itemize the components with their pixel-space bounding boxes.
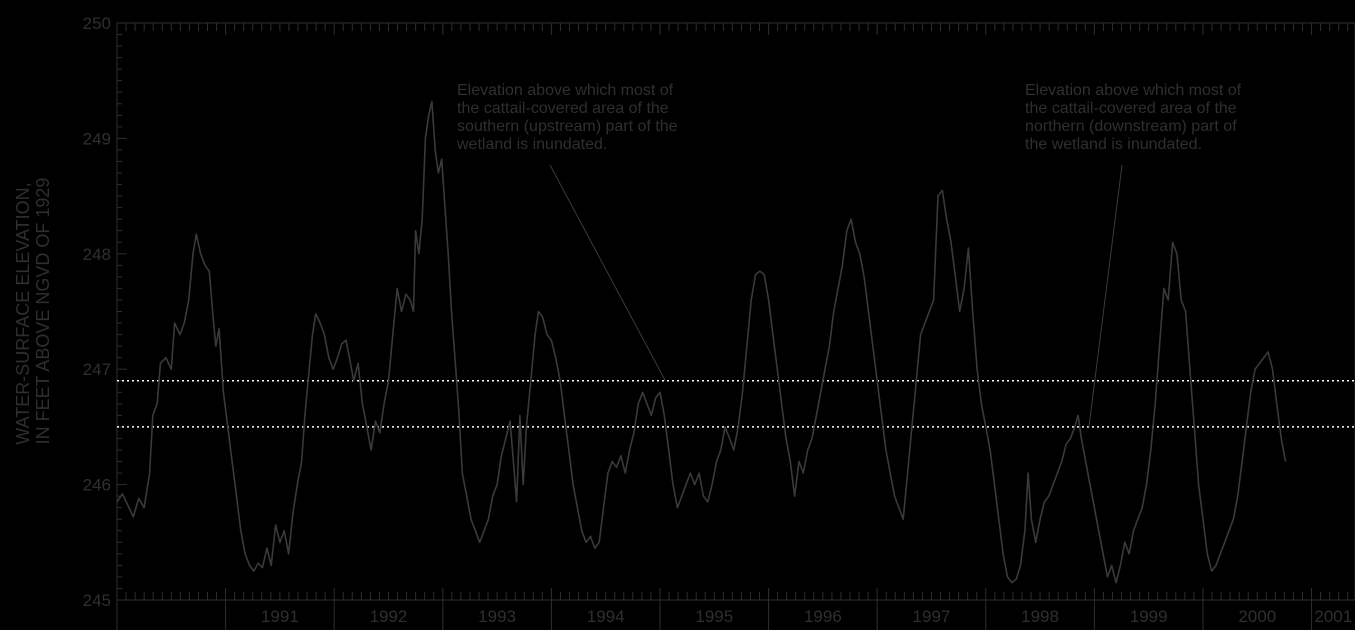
- x-tick-label: 1996: [804, 607, 842, 626]
- x-tick-label: 2000: [1238, 607, 1276, 626]
- y-axis-label-line-1: WATER-SURFACE ELEVATION,: [13, 182, 33, 444]
- annotation-southern-text: Elevation above which most of the cattai…: [456, 82, 682, 153]
- y-tick-label: 249: [83, 129, 111, 148]
- annotation-northern: Elevation above which most of the cattai…: [1025, 82, 1246, 427]
- x-tick-labels: 1991 1992 1993 1994 1995 1996 1997 1998 1999 2000…: [261, 607, 1352, 626]
- y-axis-label-line-2: IN FEET ABOVE NGVD OF 1929: [33, 178, 53, 445]
- x-tick-label: 2001: [1314, 607, 1352, 626]
- annotation-northern-text: Elevation above which most of the cattai…: [1025, 82, 1246, 153]
- y-tick-label: 248: [83, 245, 111, 264]
- y-axis-label: WATER-SURFACE ELEVATION, IN FEET ABOVE N…: [13, 177, 53, 444]
- y-tick-label: 247: [83, 360, 111, 379]
- annotation-northern-line-2: the cattail-covered area of the: [1025, 100, 1237, 117]
- annotation-southern-line-3: southern (upstream) part of the: [457, 118, 678, 135]
- water-level-line: [116, 100, 1287, 584]
- x-tick-label: 1999: [1130, 607, 1168, 626]
- x-tick-label: 1997: [913, 607, 951, 626]
- x-tick-label: 1994: [587, 607, 625, 626]
- y-tick-label: 250: [83, 14, 111, 33]
- annotation-northern-line-3: northern (downstream) part of: [1025, 118, 1237, 135]
- x-tick-label: 1998: [1021, 607, 1059, 626]
- x-tick-label: 1991: [261, 607, 299, 626]
- y-tick-label: 245: [83, 591, 111, 610]
- series-layer: [116, 100, 1287, 584]
- y-tick-label: 246: [83, 476, 111, 495]
- annotation-northern-leader: [1088, 164, 1123, 427]
- annotation-southern: Elevation above which most of the cattai…: [456, 82, 682, 381]
- annotation-northern-line-1: Elevation above which most of: [1025, 82, 1242, 99]
- axis-ticks: [116, 22, 1349, 630]
- annotation-southern-line-2: the cattail-covered area of the: [457, 100, 669, 117]
- x-tick-label: 1995: [695, 607, 733, 626]
- reference-lines: [117, 379, 1355, 428]
- x-tick-label: 1993: [478, 607, 516, 626]
- annotation-northern-line-4: the wetland is inundated.: [1025, 136, 1202, 153]
- annotation-southern-line-1: Elevation above which most of: [457, 82, 674, 99]
- y-tick-labels: 245 246 247 248 249 250: [83, 14, 111, 610]
- annotation-southern-leader: [549, 164, 666, 381]
- x-tick-label: 1992: [370, 607, 408, 626]
- annotation-southern-line-4: wetland is inundated.: [456, 136, 607, 153]
